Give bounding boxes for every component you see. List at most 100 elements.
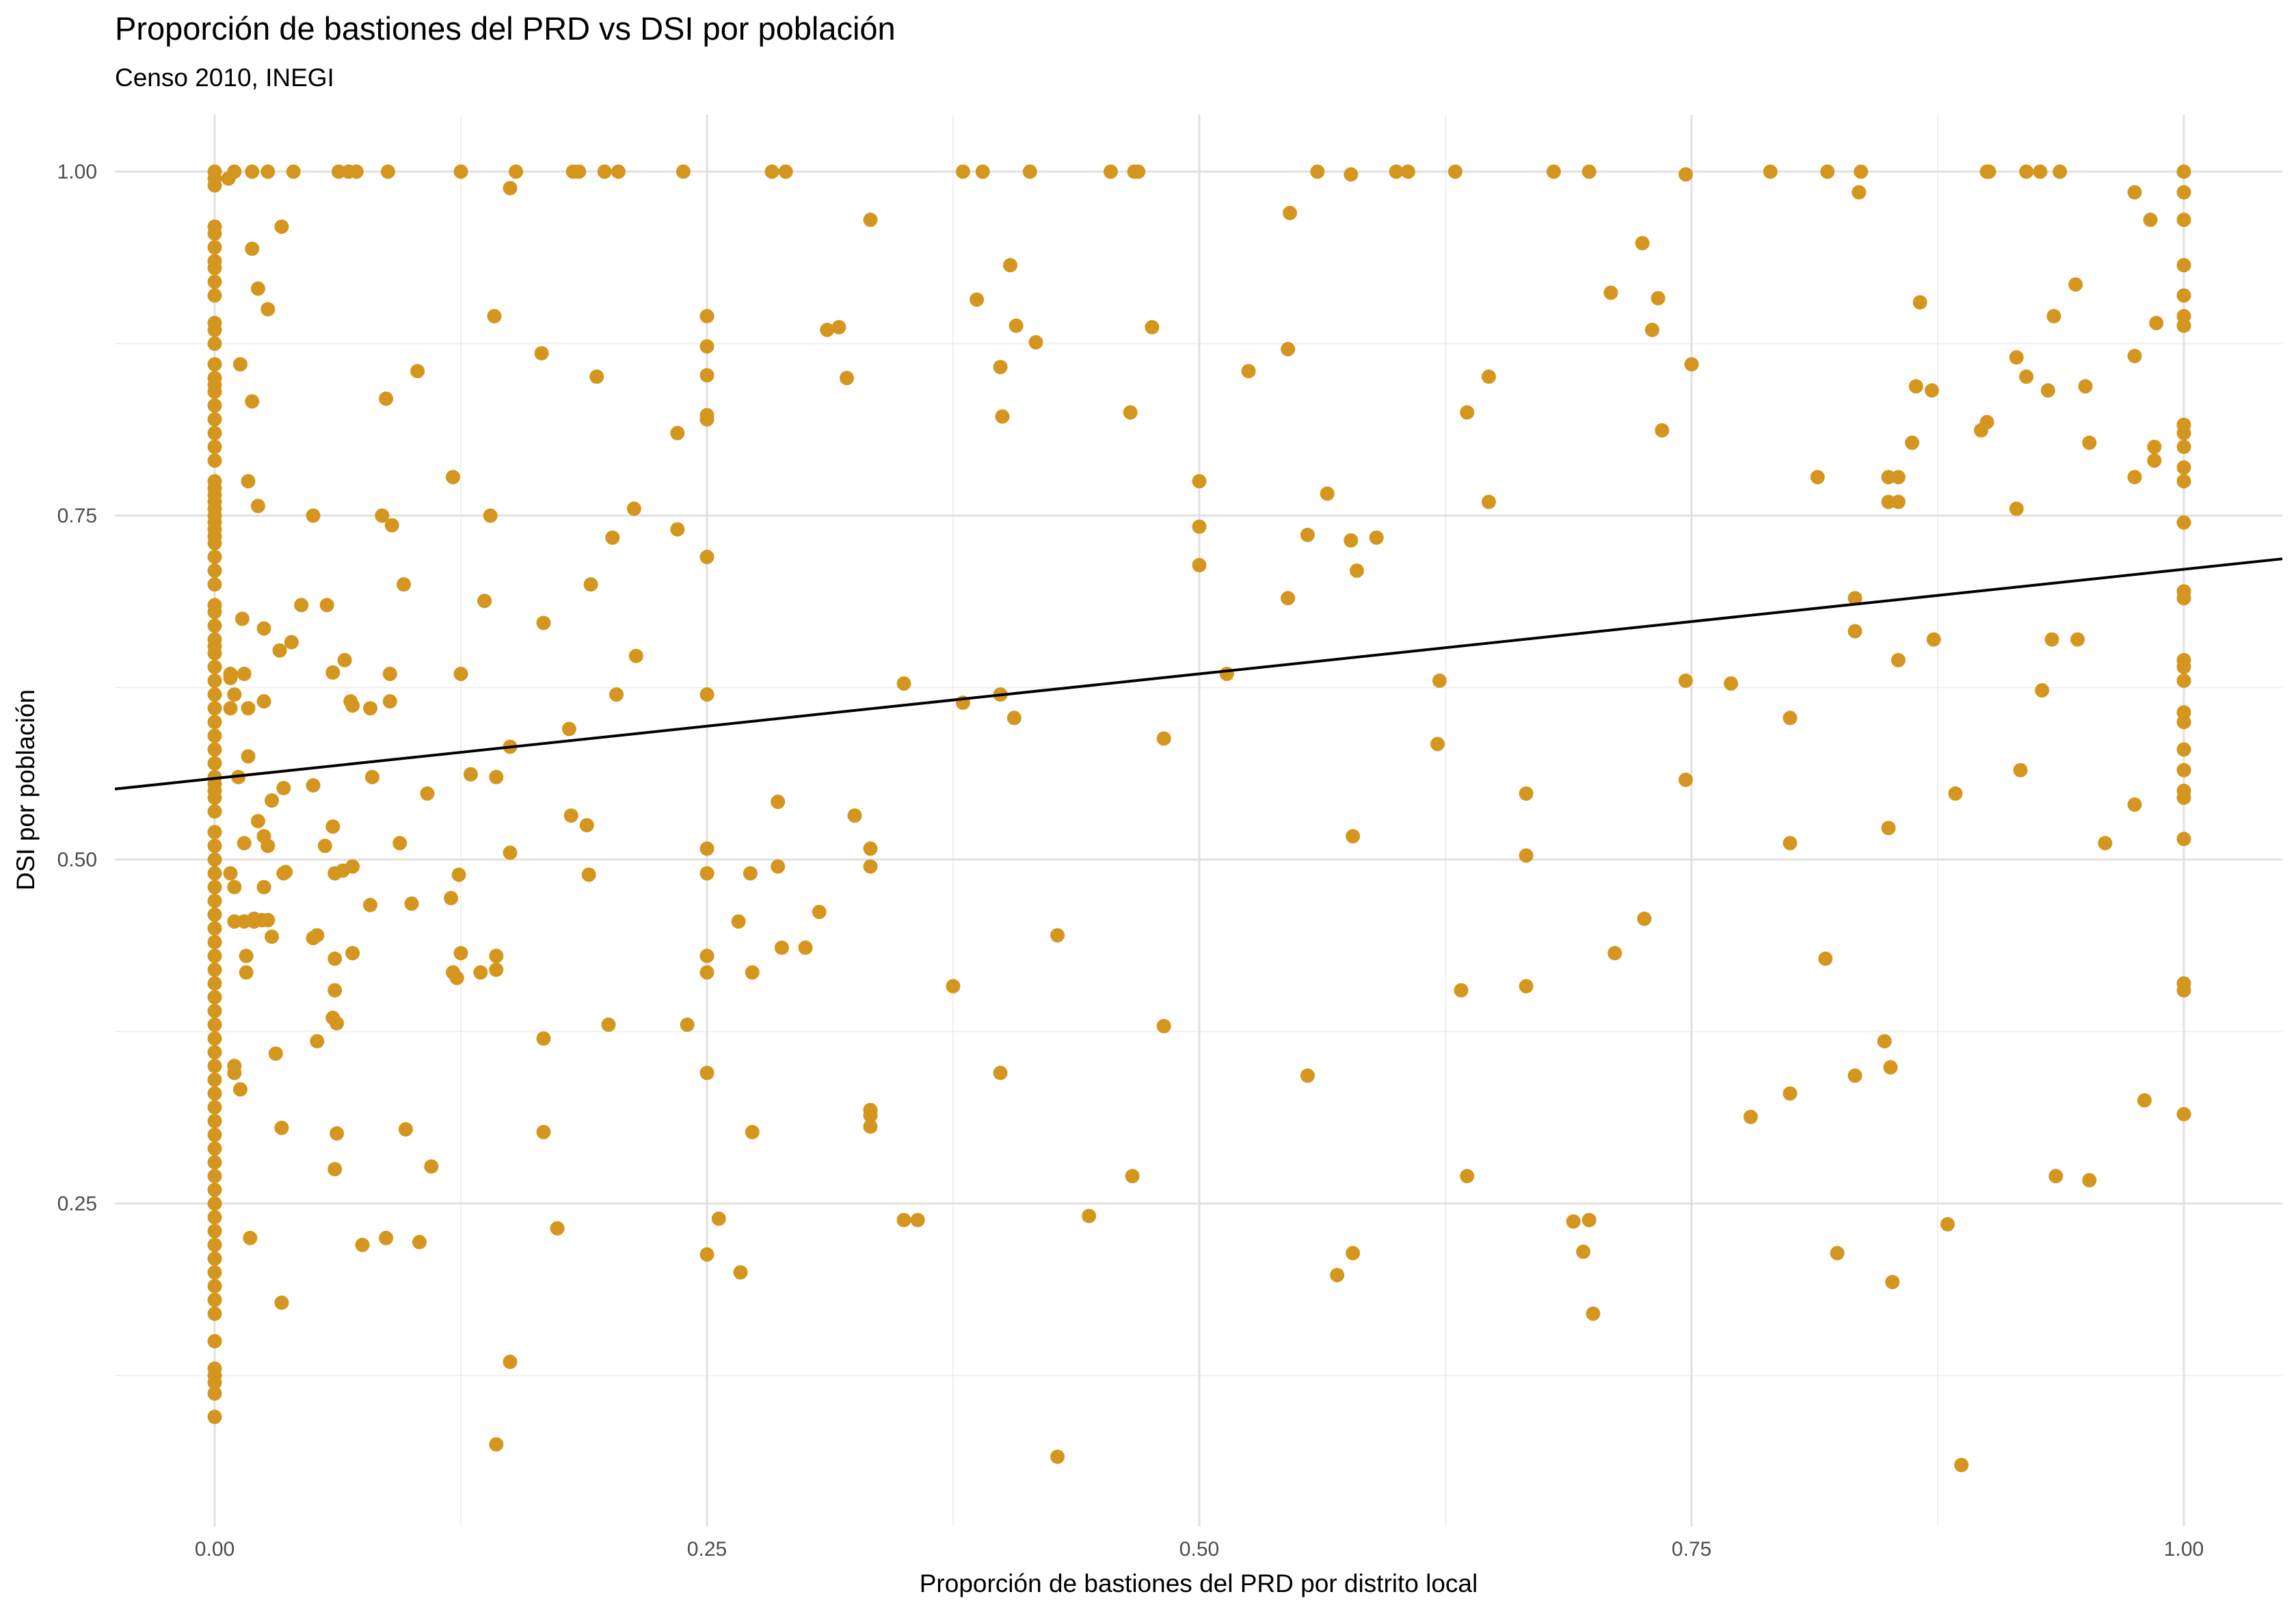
data-point xyxy=(910,1212,925,1228)
data-point xyxy=(274,1295,289,1310)
data-point xyxy=(993,1065,1008,1080)
data-point xyxy=(1344,533,1359,548)
data-point xyxy=(561,721,576,737)
data-point xyxy=(1192,557,1207,572)
data-point xyxy=(1519,848,1534,863)
data-point xyxy=(207,1210,222,1225)
data-point xyxy=(1103,164,1118,179)
y-tick-label: 0.25 xyxy=(57,1193,97,1215)
data-point xyxy=(364,769,379,784)
data-point xyxy=(1389,164,1404,179)
data-point xyxy=(2147,453,2162,468)
data-point xyxy=(2176,439,2191,454)
data-point xyxy=(572,164,587,179)
data-point xyxy=(680,1017,695,1032)
data-point xyxy=(239,965,254,980)
data-point xyxy=(1678,673,1693,688)
data-point xyxy=(278,864,293,879)
data-point xyxy=(1891,470,1906,485)
data-point xyxy=(733,1265,748,1280)
data-point xyxy=(265,929,279,944)
data-point xyxy=(1651,291,1666,306)
data-point xyxy=(2176,742,2191,757)
data-point xyxy=(355,1237,370,1252)
data-point xyxy=(207,1086,222,1101)
data-point xyxy=(207,398,222,413)
data-point xyxy=(227,687,242,702)
data-point xyxy=(310,1034,325,1049)
data-point xyxy=(207,577,222,592)
data-point xyxy=(2068,277,2083,292)
data-point xyxy=(2046,308,2061,323)
data-point xyxy=(1852,185,1867,200)
data-point xyxy=(2127,797,2142,812)
data-point xyxy=(1481,369,1496,384)
data-point xyxy=(2147,439,2162,454)
data-point xyxy=(1460,405,1475,420)
data-point xyxy=(1818,951,1833,966)
data-point xyxy=(1912,295,1927,310)
data-point xyxy=(1655,423,1670,438)
data-point xyxy=(995,409,1010,424)
data-point xyxy=(1430,737,1445,752)
data-point xyxy=(207,921,222,936)
data-point xyxy=(227,1065,242,1080)
data-point xyxy=(397,577,411,592)
data-point xyxy=(503,181,518,196)
data-point xyxy=(207,322,222,337)
data-point xyxy=(1576,1244,1591,1259)
data-point xyxy=(207,1100,222,1115)
data-point xyxy=(207,1196,222,1211)
x-tick-label: 0.75 xyxy=(1672,1538,1711,1561)
data-point xyxy=(2082,1173,2097,1188)
data-point xyxy=(2176,258,2191,273)
data-point xyxy=(597,164,612,179)
data-point xyxy=(579,818,594,833)
data-point xyxy=(398,1122,413,1137)
data-point xyxy=(286,164,301,179)
data-point xyxy=(207,659,222,674)
data-point xyxy=(1447,164,1463,179)
data-point xyxy=(207,1251,222,1266)
data-point xyxy=(328,983,343,998)
data-point xyxy=(2009,350,2024,365)
data-point xyxy=(2176,1106,2191,1122)
data-point xyxy=(1581,164,1597,179)
x-axis-title: Proporción de bastiones del PRD por dist… xyxy=(920,1569,1478,1597)
data-point xyxy=(2176,474,2191,489)
data-point xyxy=(412,1234,427,1249)
data-point xyxy=(676,164,691,179)
data-point xyxy=(896,1212,911,1228)
data-point xyxy=(1635,236,1650,251)
data-point xyxy=(1009,318,1024,333)
data-point xyxy=(1954,1457,1969,1472)
data-point xyxy=(1979,414,1994,429)
data-point xyxy=(250,814,265,829)
chart-subtitle: Censo 2010, INEGI xyxy=(115,64,334,92)
data-point xyxy=(483,508,498,523)
data-point xyxy=(207,453,222,468)
data-point xyxy=(1810,470,1825,485)
data-point xyxy=(1219,666,1234,681)
data-point xyxy=(1881,821,1896,836)
data-point xyxy=(563,808,578,823)
data-point xyxy=(699,339,715,354)
data-point xyxy=(207,226,222,241)
data-point xyxy=(245,164,260,179)
data-point xyxy=(1330,1268,1345,1283)
data-point xyxy=(382,694,397,709)
data-point xyxy=(207,825,222,840)
data-point xyxy=(207,935,222,950)
data-point xyxy=(1948,786,1963,801)
data-point xyxy=(670,425,685,440)
data-point xyxy=(1022,164,1037,179)
data-point xyxy=(207,1182,222,1197)
data-point xyxy=(847,808,862,823)
data-point xyxy=(345,946,360,961)
data-point xyxy=(235,611,250,626)
data-point xyxy=(711,1211,726,1226)
data-point xyxy=(626,501,641,516)
data-point xyxy=(745,1124,760,1139)
data-point xyxy=(2176,318,2191,333)
data-point xyxy=(477,594,492,609)
